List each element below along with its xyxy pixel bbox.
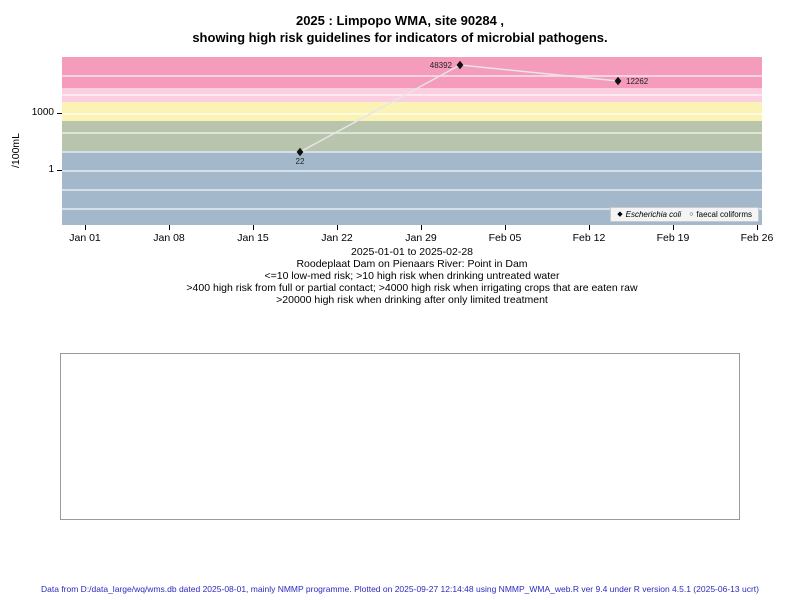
x-tick-mark — [85, 225, 86, 230]
risk-band-10-400 — [62, 121, 762, 151]
x-tick-label: Jan 01 — [69, 232, 101, 244]
gridline — [62, 113, 762, 115]
gridline — [62, 170, 762, 172]
caption-site-description: Roodeplaat Dam on Pienaars River: Point … — [296, 258, 528, 270]
x-tick-label: Feb 05 — [488, 232, 522, 244]
x-tick-label: Feb 19 — [656, 232, 690, 244]
x-tick-label: Feb 26 — [740, 232, 774, 244]
gridline — [62, 189, 762, 191]
gridline — [62, 208, 762, 210]
x-tick-label: Jan 22 — [321, 232, 353, 244]
y-tick-label: 1 — [48, 164, 54, 175]
footer-provenance-text: Data from D:/data_large/wq/wms.db dated … — [41, 584, 759, 594]
x-tick-mark — [589, 225, 590, 230]
gridline — [62, 75, 762, 77]
plot-area: 22 48392 12262 ◆ Escherichia coli ○ faec… — [62, 57, 762, 225]
empty-panel — [60, 353, 740, 520]
x-tick-mark — [253, 225, 254, 230]
chart-subtitle: showing high risk guidelines for indicat… — [192, 30, 608, 45]
point-value-label: 12262 — [626, 77, 649, 86]
x-tick-label: Feb 12 — [572, 232, 606, 244]
y-tick-label: 1000 — [31, 107, 54, 118]
y-axis-label: /100mL — [10, 132, 22, 168]
x-tick-mark — [169, 225, 170, 230]
caption-guideline-3: >20000 high risk when drinking after onl… — [276, 294, 548, 306]
caption-guideline-1: <=10 low-med risk; >10 high risk when dr… — [264, 270, 560, 282]
point-value-label: 48392 — [429, 61, 452, 70]
legend-entry-faecal-coliforms: ○ faecal coliforms — [689, 210, 752, 219]
x-tick-mark — [505, 225, 506, 230]
ecoli-point-marker — [456, 60, 464, 70]
x-tick-mark — [757, 225, 758, 230]
ecoli-point-marker — [614, 76, 622, 86]
x-tick-mark — [673, 225, 674, 230]
legend-entry-ecoli: ◆ Escherichia coli — [617, 210, 681, 219]
chart-legend: ◆ Escherichia coli ○ faecal coliforms — [610, 207, 759, 222]
x-tick-label: Jan 15 — [237, 232, 269, 244]
filled-diamond-icon: ◆ — [617, 211, 623, 218]
legend-label: faecal coliforms — [696, 210, 752, 219]
ecoli-point-marker — [296, 147, 304, 157]
ecoli-series-line — [299, 64, 619, 153]
risk-band-over-20000 — [62, 57, 762, 88]
caption-date-range: 2025-01-01 to 2025-02-28 — [350, 246, 473, 258]
x-tick-mark — [337, 225, 338, 230]
point-value-label: 22 — [295, 157, 305, 166]
gridline — [62, 132, 762, 134]
x-tick-mark — [421, 225, 422, 230]
caption-guideline-2: >400 high risk from full or partial cont… — [186, 282, 638, 294]
data-series-layer — [296, 60, 622, 157]
open-circle-icon: ○ — [689, 211, 694, 218]
risk-band-400-4000 — [62, 102, 762, 121]
legend-label: Escherichia coli — [625, 210, 682, 219]
x-tick-label: Jan 29 — [405, 232, 437, 244]
x-tick-label: Jan 08 — [153, 232, 185, 244]
gridline — [62, 94, 762, 96]
y-tick-mark — [57, 113, 62, 114]
y-tick-mark — [57, 170, 62, 171]
gridline — [62, 151, 762, 153]
chart-title: 2025 : Limpopo WMA, site 90284 , — [295, 13, 505, 28]
